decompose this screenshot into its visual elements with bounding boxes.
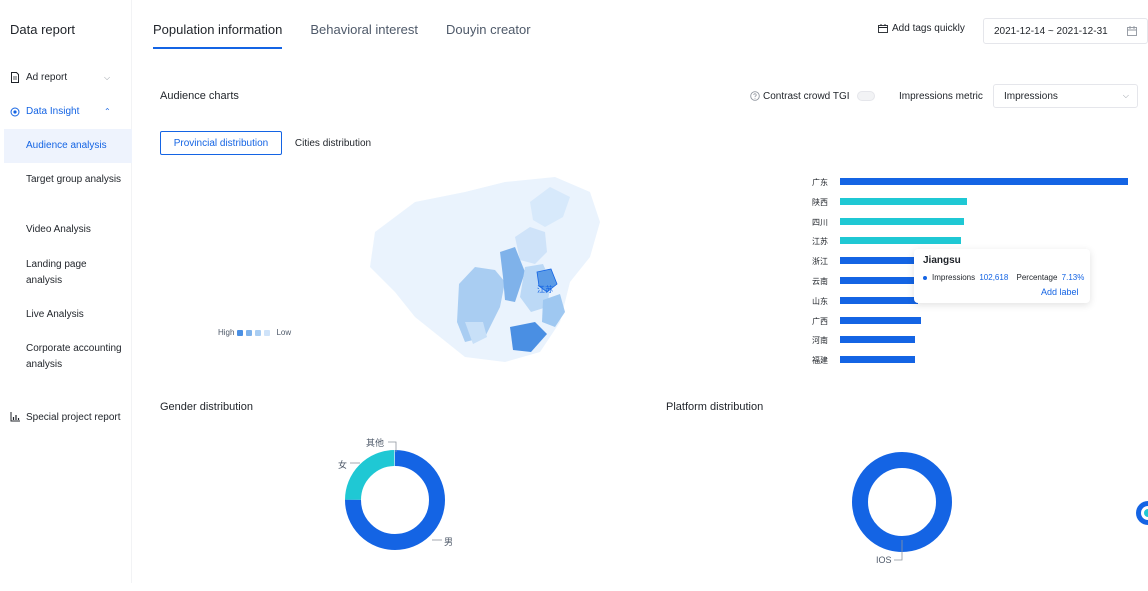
sidebar-sub-landing-page-analysis[interactable]: Landing page analysis bbox=[26, 259, 87, 286]
gender-label-male: 男 bbox=[444, 537, 454, 547]
gender-title: Gender distribution bbox=[160, 401, 253, 413]
bar-tooltip: Jiangsu Impressions 102,618 Percentage 7… bbox=[914, 249, 1090, 303]
map-region-shaanxi bbox=[500, 247, 525, 302]
segment-provincial-distribution[interactable]: Provincial distribution bbox=[160, 131, 282, 155]
tab-behavioral-interest[interactable]: Behavioral interest bbox=[310, 22, 419, 37]
sidebar-item-label: Ad report bbox=[26, 72, 68, 83]
bar[interactable] bbox=[840, 316, 921, 324]
bar[interactable] bbox=[840, 178, 1128, 185]
audience-card bbox=[145, 70, 1145, 385]
impressions-metric-select[interactable]: Impressions ⌵ bbox=[993, 84, 1138, 108]
date-range-value: 2021-12-14 ~ 2021-12-31 bbox=[994, 25, 1108, 37]
legend-low: Low bbox=[276, 328, 292, 337]
gender-leader-lines bbox=[350, 441, 442, 541]
file-icon bbox=[10, 72, 20, 83]
legend-swatch bbox=[264, 329, 271, 336]
tooltip-value: 102,618 bbox=[979, 273, 1009, 282]
map-region-northeast bbox=[530, 187, 570, 227]
bar-label: 广东 bbox=[812, 178, 828, 187]
sidebar-sub-audience-analysis[interactable]: Audience analysis bbox=[26, 140, 107, 151]
series-dot bbox=[923, 275, 927, 280]
bar-label: 河南 bbox=[812, 336, 828, 346]
help-icon[interactable] bbox=[750, 91, 760, 101]
contrast-crowd-toggle[interactable] bbox=[857, 91, 875, 101]
tooltip-row: Impressions 102,618 Percentage 7.13% bbox=[923, 273, 1084, 282]
tooltip-title: Jiangsu bbox=[923, 255, 961, 266]
date-range-picker[interactable]: 2021-12-14 ~ 2021-12-31 bbox=[983, 18, 1148, 44]
tooltip-percentage: 7.13% bbox=[1061, 273, 1085, 282]
china-map[interactable]: 江苏 bbox=[355, 172, 625, 372]
chevron-down-icon: ⌵ bbox=[104, 412, 111, 421]
sidebar-item-ad-report[interactable]: Ad report ⌵ bbox=[10, 72, 110, 83]
chevron-down-icon: ⌵ bbox=[1122, 91, 1129, 100]
gender-label-female: 女 bbox=[338, 460, 348, 470]
bar-label: 云南 bbox=[812, 277, 828, 286]
bar-label: 陕西 bbox=[812, 197, 828, 207]
legend-swatch bbox=[255, 329, 262, 336]
sidebar: Data report Ad report ⌵ Data Insight ⌃ A… bbox=[0, 0, 132, 583]
add-tags-label: Add tags quickly bbox=[892, 23, 965, 34]
contrast-crowd-label: Contrast crowd TGI bbox=[763, 91, 850, 102]
chevron-down-icon: ⌵ bbox=[104, 72, 111, 82]
bar-label: 山东 bbox=[812, 296, 828, 306]
bar[interactable] bbox=[840, 217, 964, 225]
bar-label: 江苏 bbox=[812, 237, 828, 247]
insight-icon bbox=[10, 107, 20, 117]
audience-title: Audience charts bbox=[160, 90, 239, 102]
bar[interactable] bbox=[840, 237, 961, 245]
bar[interactable] bbox=[840, 356, 915, 364]
sidebar-item-data-insight[interactable]: Data Insight ⌃ bbox=[10, 106, 111, 117]
chevron-up-icon: ⌃ bbox=[104, 107, 111, 116]
tooltip-metric: Impressions bbox=[932, 273, 976, 282]
segment-cities-distribution[interactable]: Cities distribution bbox=[294, 137, 372, 149]
legend-swatch bbox=[237, 329, 244, 336]
bar[interactable] bbox=[840, 277, 918, 284]
top-tabs: Population information Behavioral intere… bbox=[153, 22, 559, 49]
map-legend: High Low bbox=[218, 328, 291, 337]
sidebar-sub-corporate-accounting-analysis[interactable]: Corporate accounting analysis bbox=[26, 343, 122, 370]
sidebar-sub-video-analysis[interactable]: Video Analysis bbox=[26, 224, 91, 235]
platform-title: Platform distribution bbox=[666, 401, 764, 413]
assistant-float-button[interactable] bbox=[1134, 495, 1148, 531]
bar-label: 广西 bbox=[812, 316, 828, 326]
add-tags-button[interactable]: Add tags quickly bbox=[878, 23, 965, 34]
bar-label: 福建 bbox=[812, 356, 828, 366]
impressions-metric-label: Impressions metric bbox=[899, 91, 983, 102]
legend-high: High bbox=[218, 328, 235, 337]
map-region-jiangsu bbox=[536, 268, 558, 293]
bar[interactable] bbox=[840, 197, 967, 205]
donut-slice[interactable] bbox=[852, 452, 952, 552]
active-item-highlight bbox=[4, 129, 132, 163]
gender-donut-chart[interactable] bbox=[330, 435, 460, 565]
map-region-east bbox=[542, 294, 565, 327]
bar[interactable] bbox=[840, 296, 918, 304]
map-label: 江苏 bbox=[537, 284, 553, 294]
tab-population-information[interactable]: Population information bbox=[153, 22, 283, 49]
sidebar-sub-target-group-analysis[interactable]: Target group analysis bbox=[26, 174, 122, 185]
sidebar-sub-live-analysis[interactable]: Live Analysis bbox=[26, 309, 84, 320]
bar[interactable] bbox=[840, 257, 918, 265]
sidebar-item-label: Data Insight bbox=[26, 106, 80, 117]
bar-label: 浙江 bbox=[812, 257, 828, 267]
tooltip-percentage-label: Percentage bbox=[1016, 273, 1058, 282]
sidebar-item-label: Special project report bbox=[26, 412, 121, 423]
map-region-yunnan bbox=[465, 322, 487, 344]
bar-label: 四川 bbox=[812, 217, 828, 227]
map-region-guangdong bbox=[510, 322, 547, 352]
add-label-link[interactable]: Add label bbox=[1041, 287, 1079, 297]
bar-chart-icon bbox=[10, 412, 20, 422]
map-region-north bbox=[515, 227, 547, 264]
platform-label-ios: IOS bbox=[876, 555, 892, 565]
donut-slice[interactable] bbox=[345, 450, 445, 550]
calendar-icon bbox=[1127, 26, 1137, 39]
sidebar-title: Data report bbox=[10, 22, 76, 37]
impressions-metric-value: Impressions bbox=[1004, 90, 1058, 102]
sidebar-item-special-project-report[interactable]: Special project report bbox=[10, 410, 121, 423]
bar[interactable] bbox=[840, 336, 915, 344]
tab-douyin-creator[interactable]: Douyin creator bbox=[446, 22, 531, 37]
tag-icon bbox=[878, 24, 888, 33]
legend-swatch bbox=[246, 329, 253, 336]
platform-leader-line bbox=[894, 540, 903, 561]
gender-label-other: 其他 bbox=[366, 438, 385, 448]
